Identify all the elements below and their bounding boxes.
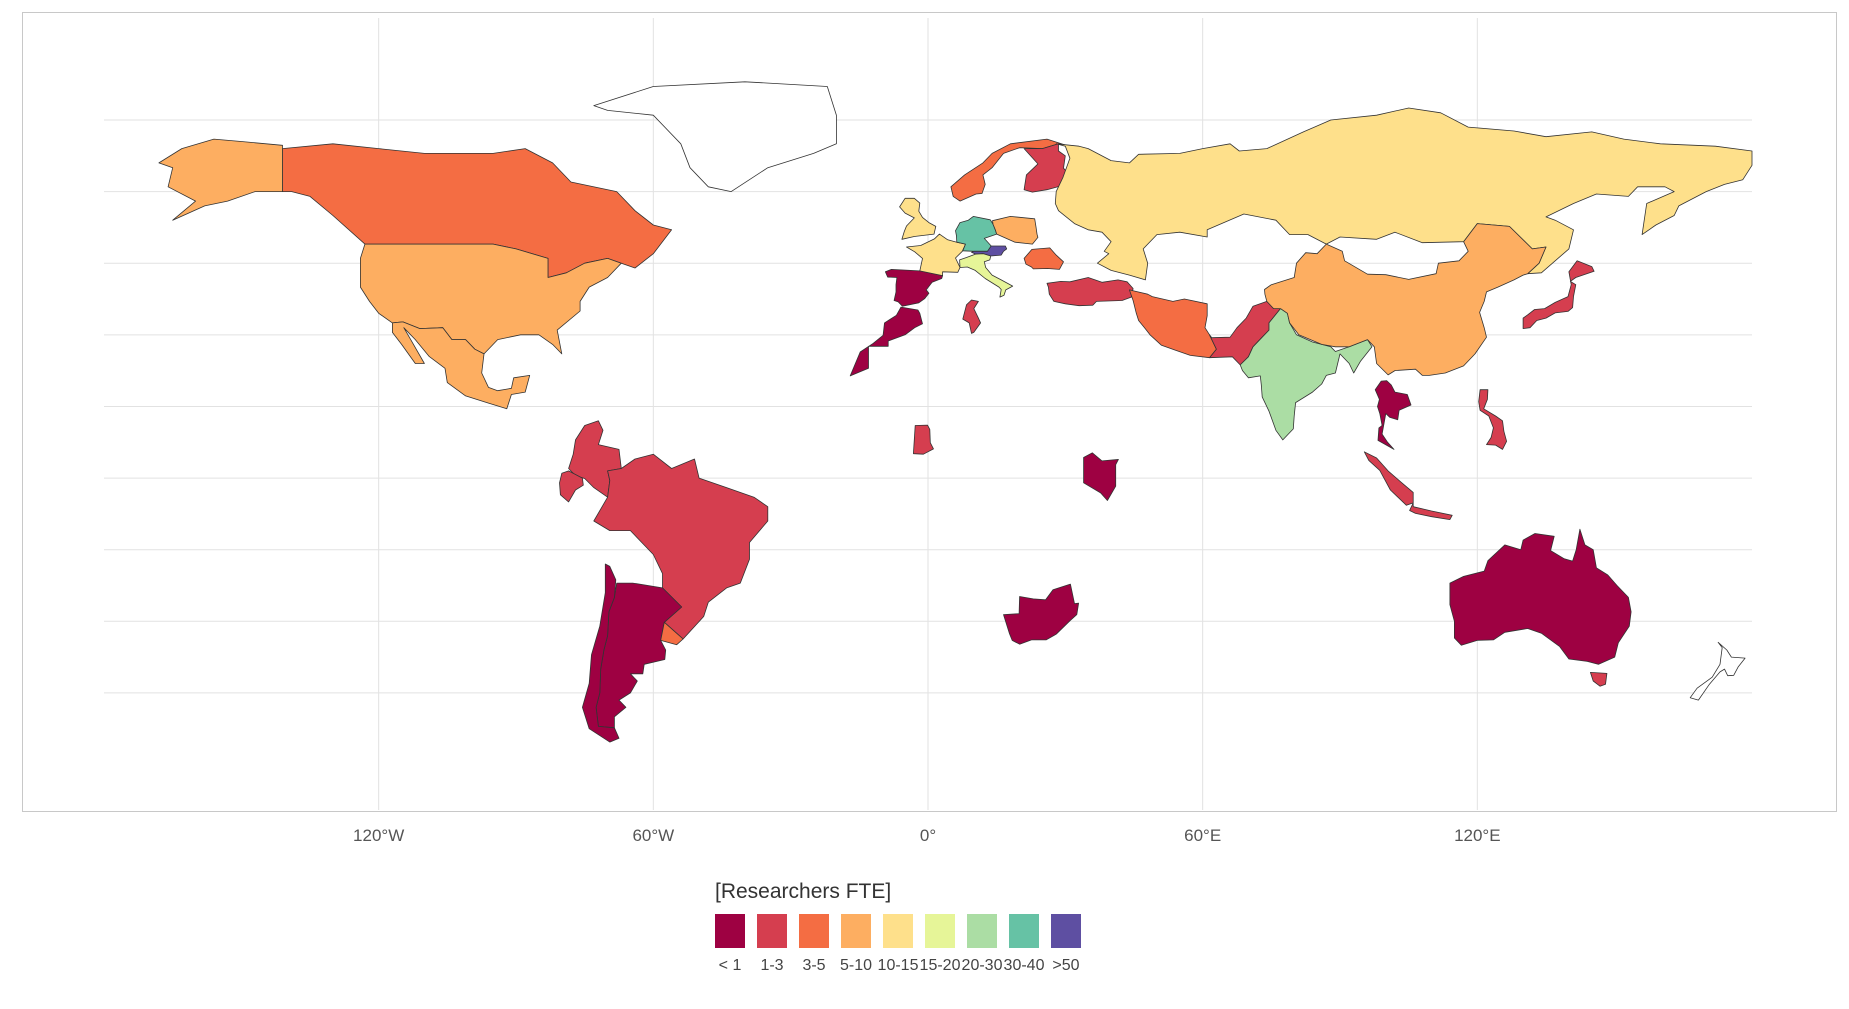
country-germany: [955, 215, 998, 252]
country-tasmania: [1590, 672, 1608, 687]
legend-label: < 1: [718, 957, 742, 974]
country-romania: [1023, 247, 1064, 270]
country-australia: [1449, 528, 1632, 665]
country-morocco: [849, 306, 923, 377]
legend-swatch: [1009, 914, 1039, 948]
country-india: [1239, 308, 1373, 441]
country-turkey: [1046, 277, 1134, 307]
country-greenland: [593, 81, 837, 193]
legend-label: 1-3: [760, 957, 784, 974]
legend-swatch: [967, 914, 997, 948]
country-thailand: [1374, 380, 1412, 450]
legend-swatch: [757, 914, 787, 948]
country-new-zealand: [1689, 641, 1746, 701]
legend-item: 10-15: [878, 914, 918, 975]
country-iran: [1129, 289, 1217, 359]
country-kenya: [1083, 452, 1119, 501]
x-tick-label: 120°W: [353, 826, 405, 845]
country-norway: [950, 138, 1068, 202]
legend-swatch: [715, 914, 745, 948]
legend-swatch: [799, 914, 829, 948]
country-russia: [1054, 107, 1753, 281]
x-tick-label: 120°E: [1454, 826, 1501, 845]
legend-label: 3-5: [802, 957, 826, 974]
legend-item: >50: [1051, 914, 1081, 975]
country-tunisia: [962, 299, 981, 334]
legend-item: 1-3: [757, 914, 787, 975]
country-italy: [959, 253, 1014, 298]
country-poland: [992, 215, 1039, 245]
legend-swatch: [1051, 914, 1081, 948]
country-ghana: [913, 424, 934, 455]
legend-swatch: [925, 914, 955, 948]
legend-label: 10-15: [877, 957, 919, 974]
legend-label: >50: [1052, 957, 1080, 974]
legend-label: 30-40: [1003, 957, 1045, 974]
legend-item: < 1: [715, 914, 745, 975]
country-alaska: [158, 138, 283, 221]
legend-item: 30-40: [1004, 914, 1044, 975]
legend-label: 15-20: [919, 957, 961, 974]
country-ecuador: [559, 470, 584, 503]
legend-item: 15-20: [920, 914, 960, 975]
legend-swatch: [883, 914, 913, 948]
legend-item: 5-10: [839, 914, 873, 975]
country-chile: [582, 563, 620, 743]
legend-label: 5-10: [839, 957, 873, 974]
country-mexico: [391, 321, 531, 410]
country-uruguay: [660, 621, 684, 646]
countries: [158, 81, 1753, 743]
country-china: [1264, 223, 1547, 376]
legend-label: 20-30: [961, 957, 1003, 974]
country-indonesia: [1363, 451, 1453, 520]
legend: [Researchers FTE] < 1 1-3 3-5 5-10 10-15 15-2…: [715, 880, 1081, 975]
legend-swatch: [841, 914, 871, 948]
legend-item: 3-5: [799, 914, 829, 975]
legend-item: 20-30: [962, 914, 1002, 975]
country-finland: [1023, 143, 1073, 193]
country-south-africa: [1003, 583, 1079, 645]
x-tick-label: 0°: [919, 826, 937, 845]
country-philippines: [1478, 389, 1507, 450]
country-spain: [885, 268, 943, 307]
country-united-kingdom: [899, 197, 937, 240]
x-tick-label: 60°E: [1184, 826, 1222, 845]
x-tick-label: 60°W: [632, 826, 675, 845]
country-japan: [1522, 260, 1595, 330]
legend-items: < 1 1-3 3-5 5-10 10-15 15-20 20-30 30-40 >50: [715, 914, 1081, 975]
legend-title: [Researchers FTE]: [715, 880, 892, 903]
